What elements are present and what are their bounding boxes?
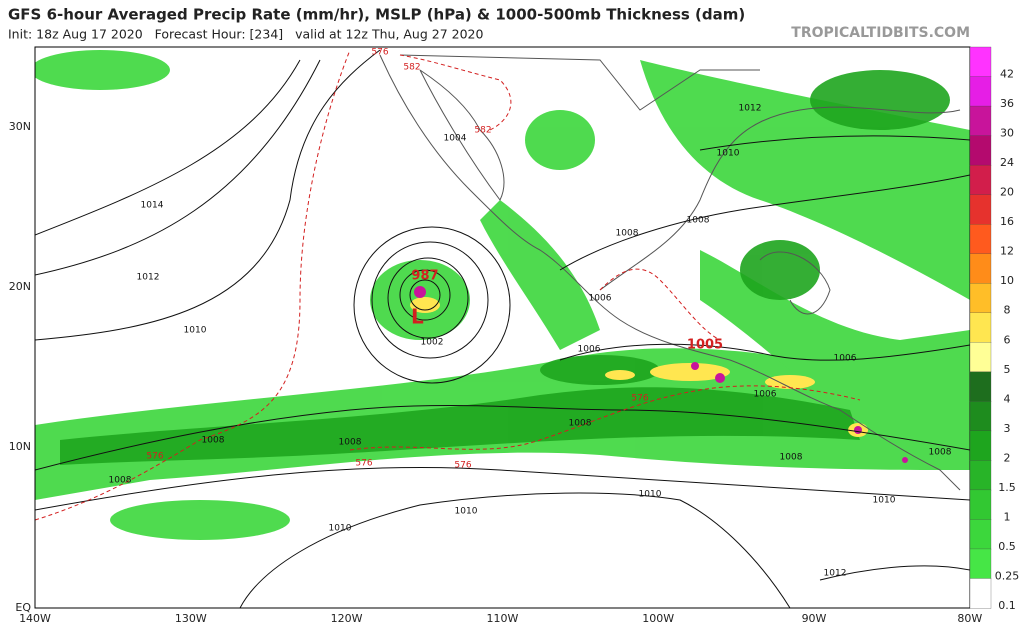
contour-label: 1010: [184, 326, 207, 336]
contour-label: 576: [146, 452, 163, 462]
colorbar-swatch: [969, 224, 992, 255]
colorbar-label: 16: [1000, 215, 1014, 228]
colorbar-swatch: [969, 519, 992, 550]
colorbar-label: 1.5: [998, 481, 1016, 494]
lon-label: 140W: [19, 612, 51, 625]
contour-label: 1008: [687, 216, 710, 226]
colorbar-swatch: [969, 460, 992, 491]
contour-label: 1006: [578, 345, 601, 355]
lat-label: 20N: [9, 280, 31, 293]
colorbar-swatch: [969, 430, 992, 462]
colorbar-swatch: [969, 283, 992, 314]
contour-label: 1012: [739, 104, 762, 114]
contour-label: 582: [474, 126, 491, 136]
contour-label: 987: [411, 269, 438, 284]
title: GFS 6-hour Averaged Precip Rate (mm/hr),…: [8, 6, 745, 24]
contour-label: 576: [355, 459, 372, 469]
contour-label: 1010: [639, 490, 662, 500]
contour-label: 1008: [616, 229, 639, 239]
credit: TROPICALTIDBITS.COM: [791, 25, 970, 41]
colorbar-label: 3: [1004, 422, 1011, 435]
colorbar-label: 30: [1000, 127, 1014, 140]
colorbar-swatch: [969, 548, 992, 580]
contour-label: 1012: [824, 569, 847, 579]
lat-label: 30N: [9, 120, 31, 133]
contour-label: 1008: [569, 419, 592, 429]
colorbar-swatch: [969, 253, 992, 284]
colorbar-swatch: [969, 312, 992, 343]
contour-label: 576: [371, 48, 388, 58]
colorbar-swatch: [969, 342, 992, 373]
colorbar-label: 42: [1000, 68, 1014, 81]
lon-label: 110W: [486, 612, 518, 625]
contour-label: 1008: [929, 448, 952, 458]
contour-label: 1006: [834, 354, 857, 364]
colorbar-label: 2: [1004, 451, 1011, 464]
contour-label: 1008: [202, 436, 225, 446]
colorbar-swatch: [969, 489, 992, 521]
contour-label: 1005: [687, 338, 723, 353]
lon-label: 90W: [802, 612, 827, 625]
colorbar-swatch: [969, 578, 992, 609]
contour-label: 1006: [754, 390, 777, 400]
colorbar-swatch: [969, 401, 992, 432]
contour-label: 1008: [780, 453, 803, 463]
colorbar-label: 1: [1004, 510, 1011, 523]
contour-label: 1006: [589, 294, 612, 304]
contour-label: 576: [454, 461, 471, 471]
contour-label: 582: [403, 63, 420, 73]
lat-label: EQ: [15, 601, 31, 614]
colorbar-label: 0.5: [998, 540, 1016, 553]
colorbar-label: 10: [1000, 274, 1014, 287]
colorbar-label: 36: [1000, 97, 1014, 110]
lon-label: 130W: [175, 612, 207, 625]
colorbar-label: 12: [1000, 245, 1014, 258]
colorbar-label: 8: [1004, 304, 1011, 317]
colorbar-swatch: [969, 194, 992, 225]
colorbar-swatch: [969, 76, 992, 107]
contour-label: 1010: [455, 507, 478, 517]
colorbar-label: 24: [1000, 156, 1014, 169]
colorbar-label: 4: [1004, 392, 1011, 405]
colorbar-label: 6: [1004, 333, 1011, 346]
contour-label: 1008: [339, 438, 362, 448]
colorbar-swatch: [969, 46, 992, 78]
colorbar-swatch: [969, 164, 992, 196]
contour-label: 576: [631, 394, 648, 404]
lon-label: 100W: [642, 612, 674, 625]
subtitle: Init: 18z Aug 17 2020 Forecast Hour: [23…: [8, 27, 484, 42]
lat-label: 10N: [9, 440, 31, 453]
contour-label: 1004: [444, 134, 467, 144]
colorbar-label: 5: [1004, 363, 1011, 376]
colorbar-label: 20: [1000, 186, 1014, 199]
contour-label: 1010: [329, 524, 352, 534]
contour-label: 1002: [421, 338, 444, 348]
colorbar-swatch: [969, 371, 992, 402]
low-symbol: L: [411, 305, 424, 329]
colorbar-label: 0.1: [998, 599, 1016, 612]
contour-label: 1014: [141, 201, 164, 211]
contour-label: 1012: [137, 273, 160, 283]
colorbar-label: 0.25: [995, 569, 1020, 582]
lon-label: 80W: [957, 612, 982, 625]
contour-label: 1008: [109, 476, 132, 486]
contour-label: 1010: [717, 149, 740, 159]
colorbar-swatch: [969, 135, 992, 166]
map-area: L: [35, 47, 970, 608]
contour-label: 1010: [873, 496, 896, 506]
colorbar-swatch: [969, 105, 992, 137]
lon-label: 120W: [331, 612, 363, 625]
